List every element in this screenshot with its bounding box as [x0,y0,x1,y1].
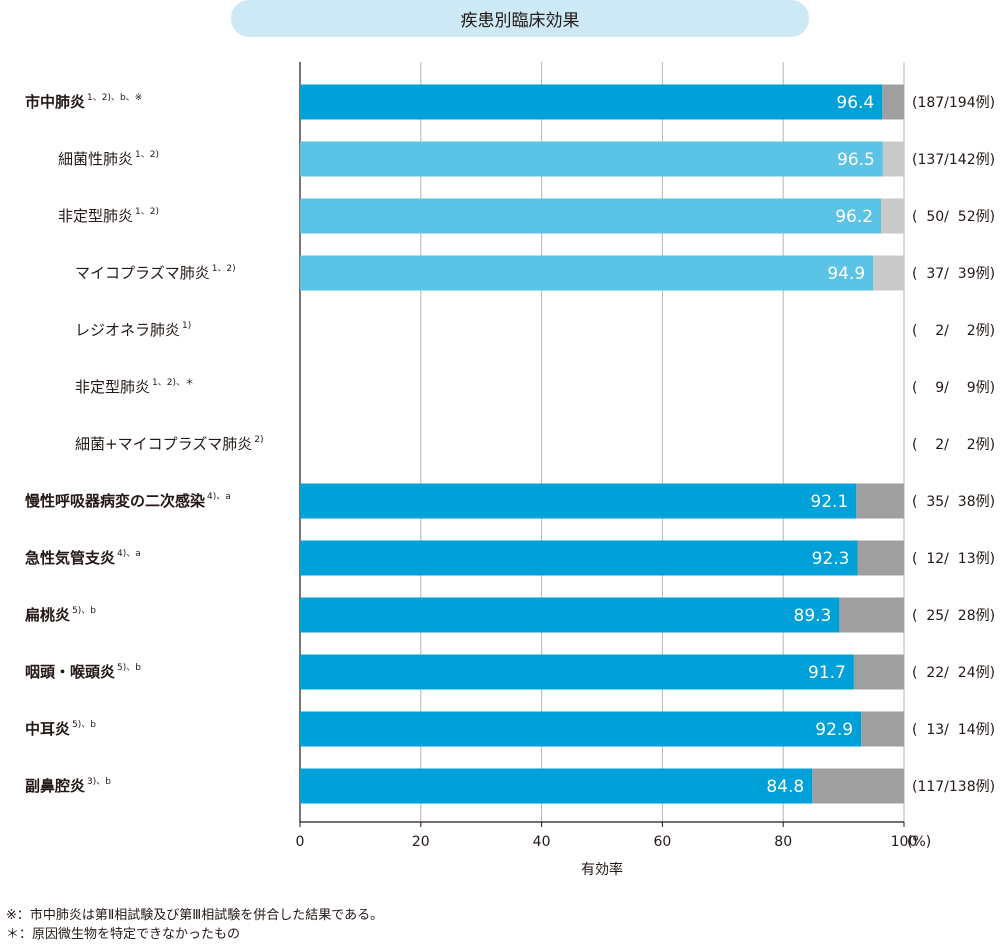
x-unit-label: (%) [907,834,931,850]
chart-title: 疾患別臨床効果 [231,0,809,37]
bar [300,654,854,690]
footnote-1: ※：市中肺炎は第Ⅱ相試験及び第Ⅲ相試験を併合した結果である。 [6,908,384,923]
category-label: マイコプラズマ肺炎 1、2) [75,264,236,282]
footnotes: ※：市中肺炎は第Ⅱ相試験及び第Ⅲ相試験を併合した結果である。 ＊：原因微生物を特… [6,906,383,944]
x-axis-title: 有効率 [581,861,623,878]
count-label: (137/142例) [912,152,995,168]
bar [300,540,858,576]
bar [300,255,874,291]
bar-remainder [873,255,904,291]
grid-lines [299,62,905,822]
bar [300,198,882,234]
category-label: 非定型肺炎 1、2) [58,207,159,225]
category-labels: 市中肺炎 1、2)、b、※ (187/194例) 細菌性肺炎 1、2) (137/142例… [25,93,995,795]
count-label: ( 22/ 24例) [912,665,995,681]
x-tick-label: 60 [653,834,671,850]
bar-value-label: 84.8 [766,777,804,797]
bar [300,84,883,120]
x-tick-label: 80 [774,834,792,850]
count-label: (187/194例) [912,95,995,111]
bar-remainder [857,540,904,576]
x-tick-label: 20 [412,834,430,850]
count-label: ( 2/ 2例) [912,323,995,339]
citation-superscript: 1) [182,321,191,331]
bar-value-label: 92.1 [810,492,848,512]
count-label: ( 37/ 39例) [912,266,995,282]
category-label: 急性気管支炎 4)、a [25,549,141,567]
bar-value-label: 92.9 [815,720,853,740]
x-tick-label: 40 [533,834,551,850]
bar-value-label: 89.3 [794,606,832,626]
citation-superscript: 3)、b [87,777,111,787]
bar-value-label: 94.9 [827,264,865,284]
count-label: ( 25/ 28例) [912,608,995,624]
citation-superscript: 1、2) [135,150,159,160]
bar-remainder [861,711,904,747]
bar-remainder [856,483,904,519]
bar-remainder [853,654,904,690]
count-label: ( 2/ 2例) [912,437,995,453]
count-label: (117/138例) [912,779,995,795]
bar-value-label: 91.7 [808,663,846,683]
bar-remainder [812,768,904,804]
bar [300,597,840,633]
footnote-2: ＊：原因微生物を特定できなかったもの [6,927,241,942]
category-label: 中耳炎 5)、b [25,720,96,738]
count-label: ( 13/ 14例) [912,722,995,738]
bars: 96.4 96.5 96.2 94.9 92.1 92.3 89.3 91.7 92.9 84.8 [300,84,904,804]
count-label: ( 35/ 38例) [912,494,995,510]
bar-remainder [882,84,904,120]
bar-value-label: 96.4 [836,93,874,113]
category-label: 細菌性肺炎 1、2) [58,150,159,168]
bar [300,483,857,519]
category-label: 咽頭・喉頭炎 5)、b [25,663,141,681]
category-label: 細菌+マイコプラズマ肺炎 2) [75,435,264,453]
x-tick-label: 100 [891,834,918,850]
bar-remainder [881,198,904,234]
citation-superscript: 2) [254,435,263,445]
x-tick-label: 0 [296,834,305,850]
citation-superscript: 5)、b [72,606,96,616]
citation-superscript: 1、2)、b、※ [87,93,142,103]
bar-value-label: 96.5 [837,150,875,170]
category-label: 副鼻腔炎 3)、b [25,777,111,795]
count-label: ( 9/ 9例) [912,380,995,396]
citation-superscript: 5)、b [72,720,96,730]
bar [300,711,862,747]
citation-superscript: 4)、a [117,549,141,559]
bar-value-label: 96.2 [835,207,873,227]
category-label: レジオネラ肺炎 1) [75,321,191,339]
citation-superscript: 4)、a [207,492,231,502]
citation-superscript: 1、2) [212,264,236,274]
category-label: 市中肺炎 1、2)、b、※ [25,93,142,111]
citation-superscript: 5)、b [117,663,141,673]
bar-remainder [839,597,904,633]
bar-remainder [882,141,904,177]
count-label: ( 12/ 13例) [912,551,995,567]
bar [300,768,813,804]
category-label: 慢性呼吸器病変の二次感染 4)、a [25,492,231,510]
count-label: ( 50/ 52例) [912,209,995,225]
bar-chart: 96.4 96.5 96.2 94.9 92.1 92.3 89.3 91.7 92.9 84.8… [25,62,995,878]
category-label: 扁桃炎 5)、b [25,606,96,624]
citation-superscript: 1、2) [135,207,159,217]
bar [300,141,883,177]
x-axis: 0 20 40 60 80 100(%) 有効率 [296,821,931,878]
category-label: 非定型肺炎 1、2)、＊ [75,378,194,396]
bar-value-label: 92.3 [812,549,850,569]
citation-superscript: 1、2)、＊ [152,378,194,388]
